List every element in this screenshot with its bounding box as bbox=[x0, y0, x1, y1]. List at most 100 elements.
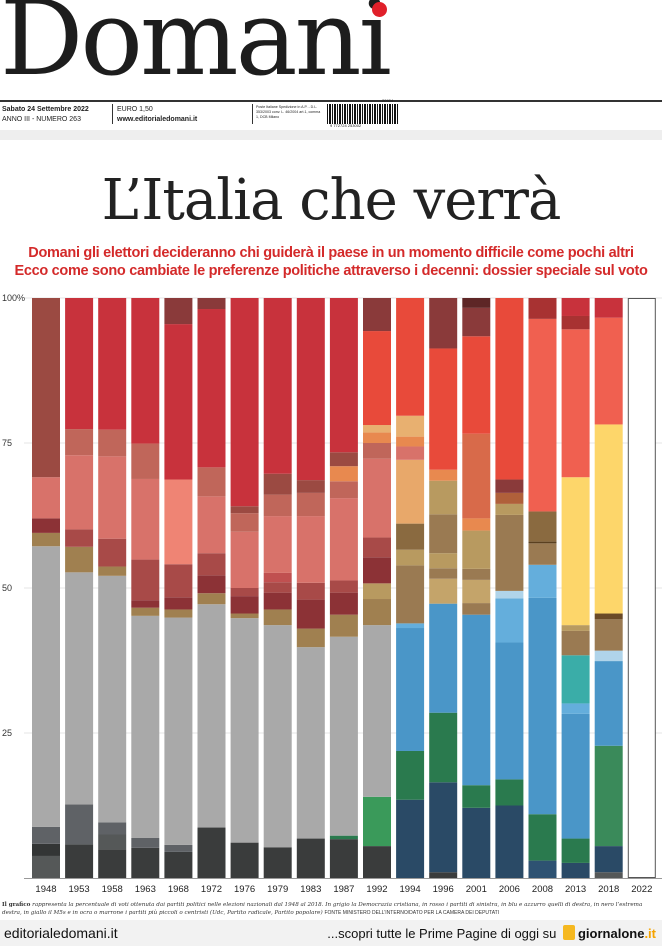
bar-segment bbox=[230, 613, 259, 619]
bar-segment bbox=[263, 625, 292, 848]
giornalone-link[interactable]: giornalone.it bbox=[578, 926, 656, 941]
bar-segment bbox=[396, 459, 425, 524]
bar-segment bbox=[98, 575, 127, 823]
bar-segment bbox=[131, 847, 160, 878]
bar-segment bbox=[197, 467, 226, 497]
logo-dot bbox=[372, 2, 387, 17]
bar-segment bbox=[462, 530, 491, 569]
bar-segment bbox=[296, 647, 325, 839]
x-tick-label: 1948 bbox=[35, 884, 56, 895]
bar-segment bbox=[594, 872, 623, 878]
bar-segment bbox=[296, 628, 325, 648]
bar-segment bbox=[296, 582, 325, 600]
bar-segment bbox=[429, 469, 458, 481]
x-tick-label: 2022 bbox=[631, 884, 652, 895]
bar-segment bbox=[561, 713, 590, 839]
bar-segment bbox=[528, 511, 557, 542]
website-link[interactable]: www.editorialedomani.it bbox=[117, 116, 198, 123]
bar-segment bbox=[462, 298, 491, 308]
bar-segment bbox=[429, 348, 458, 470]
bar-segment bbox=[462, 336, 491, 434]
bar-segment bbox=[528, 814, 557, 861]
bar-segment bbox=[32, 477, 60, 519]
masthead-rule bbox=[0, 100, 662, 102]
bar-segment bbox=[131, 298, 160, 444]
bar-segment bbox=[528, 318, 557, 512]
bar-segment bbox=[495, 514, 524, 591]
bar-segment bbox=[594, 613, 623, 620]
bar-segment bbox=[98, 429, 127, 457]
bar-segment bbox=[561, 630, 590, 656]
bar-segment bbox=[363, 557, 391, 584]
bar-segment bbox=[197, 827, 226, 878]
bar-segment bbox=[98, 298, 127, 430]
bar-segment bbox=[561, 703, 590, 714]
bar-segment bbox=[230, 596, 259, 614]
bar-segment bbox=[164, 564, 193, 598]
bar-segment bbox=[164, 324, 193, 480]
bar-segment bbox=[98, 566, 127, 576]
chart-caption: Il grafico rappresenta la percentuale di… bbox=[2, 901, 662, 917]
bar-segment bbox=[98, 849, 127, 878]
headline: L’Italia che verrà bbox=[101, 168, 562, 233]
bar-segment bbox=[164, 298, 193, 325]
bar-segment bbox=[197, 553, 226, 576]
bar-segment bbox=[363, 432, 391, 443]
bar-segment bbox=[363, 625, 391, 797]
stacked-bar-chart: 25 50 75 100% 1948 1953 1958 1963 1968 1972 1976 19… bbox=[2, 293, 662, 895]
bar-segment bbox=[462, 614, 491, 786]
bar-segment bbox=[263, 572, 292, 583]
bar-segment bbox=[429, 514, 458, 554]
bar-segment bbox=[363, 846, 391, 878]
bar-segment bbox=[32, 546, 60, 827]
bar-segment bbox=[495, 479, 524, 493]
bar-segment bbox=[65, 455, 94, 530]
x-tick-label: 1968 bbox=[168, 884, 189, 895]
bar-segment bbox=[329, 452, 358, 467]
bar-segment bbox=[230, 506, 259, 514]
bar-segment bbox=[296, 298, 325, 481]
bar-segment bbox=[462, 603, 491, 615]
bar-segment bbox=[197, 298, 226, 310]
bar-segment bbox=[495, 590, 524, 599]
x-tick-label: 2018 bbox=[598, 884, 619, 895]
header-strip bbox=[0, 130, 662, 140]
bar-segment bbox=[131, 615, 160, 838]
bar-segment bbox=[429, 782, 458, 873]
x-tick-label: 1992 bbox=[366, 884, 387, 895]
bar-segment bbox=[495, 779, 524, 806]
footer-site[interactable]: editorialedomani.it bbox=[4, 925, 118, 941]
bar-segment bbox=[396, 750, 425, 800]
bar-segment bbox=[329, 466, 358, 482]
bar-segment bbox=[363, 458, 391, 538]
bar-segment bbox=[65, 529, 94, 547]
bar-segment bbox=[495, 503, 524, 515]
bar-segment bbox=[230, 588, 259, 597]
bar-segment bbox=[98, 538, 127, 567]
bar-segment bbox=[131, 478, 160, 560]
bar-segment bbox=[528, 298, 557, 319]
bar-segment bbox=[561, 298, 590, 316]
bar-segment bbox=[32, 298, 60, 478]
bar-segment bbox=[263, 592, 292, 610]
bar-segment bbox=[197, 575, 226, 594]
y-tick-label: 25 bbox=[2, 728, 12, 738]
bar-segment bbox=[429, 568, 458, 579]
bar-segment bbox=[528, 564, 557, 598]
x-tick-label: 1996 bbox=[433, 884, 454, 895]
bar-segment bbox=[296, 516, 325, 583]
bar-segment bbox=[131, 600, 160, 608]
bar-segment bbox=[32, 826, 60, 844]
bar-segment bbox=[32, 855, 60, 878]
footer-promo: ...scopri tutte le Prime Pagine di oggi … bbox=[327, 926, 557, 941]
x-tick-label: 1976 bbox=[234, 884, 255, 895]
bar-segment bbox=[131, 607, 160, 616]
bar-segment bbox=[561, 625, 590, 631]
x-tick-label: 1983 bbox=[300, 884, 321, 895]
bar-segment bbox=[429, 298, 458, 349]
x-tick-label: 1987 bbox=[333, 884, 354, 895]
bar-segment bbox=[528, 860, 557, 878]
giornalone-logo-icon bbox=[562, 925, 575, 940]
bar-segment bbox=[363, 298, 391, 332]
bar-segment bbox=[65, 804, 94, 845]
